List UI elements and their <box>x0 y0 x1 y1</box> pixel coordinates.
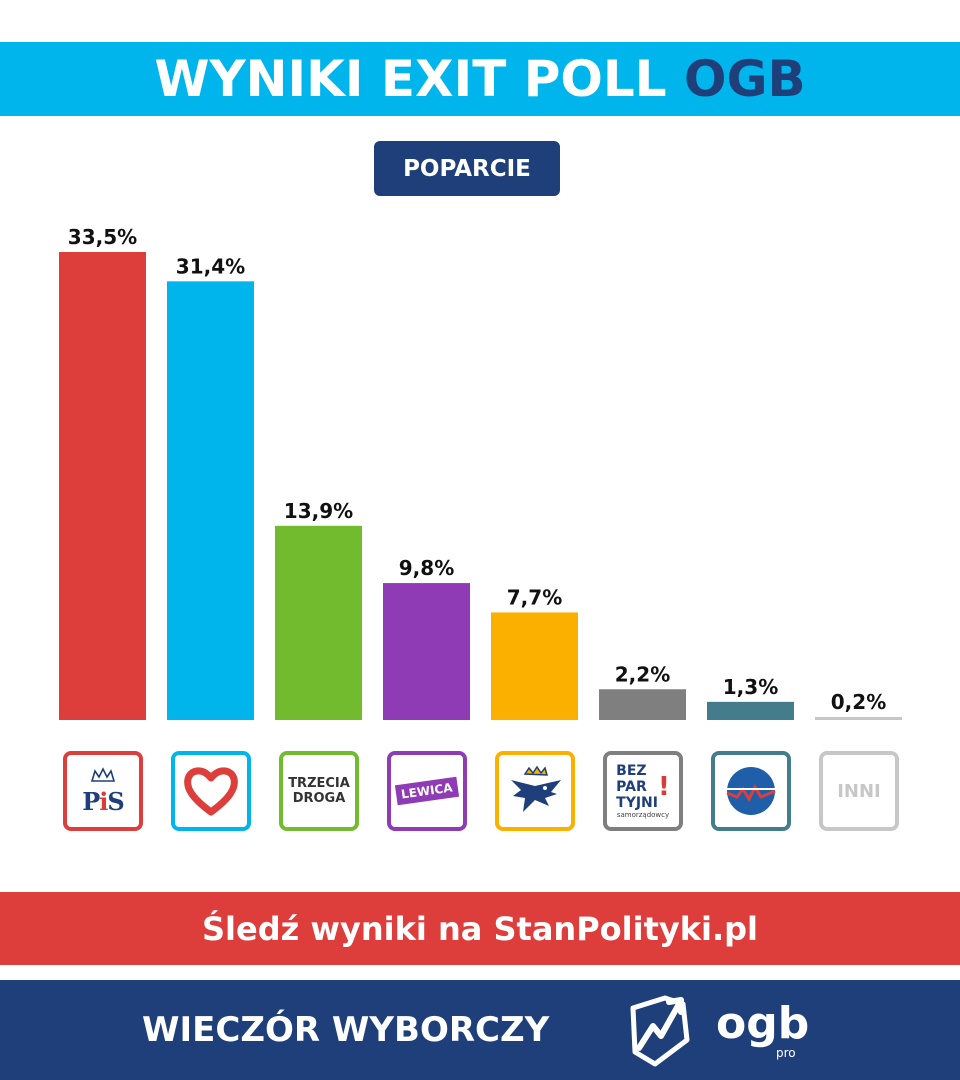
bar-pjj <box>707 701 794 720</box>
bez-line1: BEZ <box>616 763 647 779</box>
bar-value-label: 0,2% <box>831 690 886 714</box>
bez-line2: PAR <box>616 779 647 795</box>
bar-value-label: 7,7% <box>507 585 562 609</box>
trzecia-droga-line2: DROGA <box>292 791 346 806</box>
bar-ko <box>167 281 254 720</box>
pjj-emblem-icon <box>726 767 776 815</box>
bar-value-label: 9,8% <box>399 556 454 580</box>
bar-lewica <box>383 583 470 720</box>
eagle-crown-logo-icon <box>495 751 575 831</box>
footer-band: WIECZÓR WYBORCZY ogb pro <box>0 980 960 1080</box>
trzecia-droga-line1: TRZECIA <box>288 776 350 791</box>
ogb-shield-icon <box>630 995 690 1067</box>
bar-konfederacja <box>491 612 578 720</box>
pis-logo-text: PiS <box>82 786 125 816</box>
heart-icon <box>184 767 238 816</box>
inni-logo-icon: INNI <box>819 751 899 831</box>
bar-trzecia-droga <box>275 525 362 720</box>
bar-inni <box>815 717 902 720</box>
pjj-logo-icon <box>711 751 791 831</box>
bez-exclaim: ! <box>657 772 670 802</box>
footer-brand-sub: pro <box>776 1046 796 1060</box>
title-accent: OGB <box>684 50 806 108</box>
eagle-crown-small-icon <box>90 766 116 782</box>
eagle-icon <box>511 766 561 812</box>
bar-pis <box>59 252 146 720</box>
bezpartyjni-logo-icon: BEZ PAR TYJNI ! samorządowcy <box>603 751 683 831</box>
heart-logo-icon <box>171 751 251 831</box>
bar-chart: 33,5% 31,4% 13,9% 9,8% 7,7% 2,2% 1,3% 0,2% <box>59 225 902 720</box>
title-band: WYNIKI EXIT POLL OGB <box>0 42 960 116</box>
bar-bezpartyjni-samorz-dowcy <box>599 689 686 720</box>
footer-title: WIECZÓR WYBORCZY <box>142 1010 550 1050</box>
page-title: WYNIKI EXIT POLL OGB <box>154 50 805 108</box>
bar-value-label: 1,3% <box>723 675 778 699</box>
bar-value-label: 2,2% <box>615 662 670 686</box>
lewica-logo-text: LEWICA <box>395 776 459 806</box>
pis-logo-icon: PiS <box>63 751 143 831</box>
title-main: WYNIKI EXIT POLL <box>154 50 667 108</box>
bez-line3: TYJNI <box>616 795 658 811</box>
bez-sub: samorządowcy <box>616 811 670 819</box>
lewica-logo-icon: LEWICA <box>387 751 467 831</box>
inni-logo-text: INNI <box>837 780 881 802</box>
subtitle-badge: POPARCIE <box>374 141 560 196</box>
bar-value-label: 33,5% <box>68 225 137 249</box>
footer-brand: ogb <box>716 998 810 1049</box>
bar-value-label: 13,9% <box>284 499 353 523</box>
trzecia-droga-logo-icon: TRZECIA DROGA <box>279 751 359 831</box>
bar-value-label: 31,4% <box>176 254 245 278</box>
cta-banner[interactable]: Śledź wyniki na StanPolityki.pl <box>0 892 960 965</box>
